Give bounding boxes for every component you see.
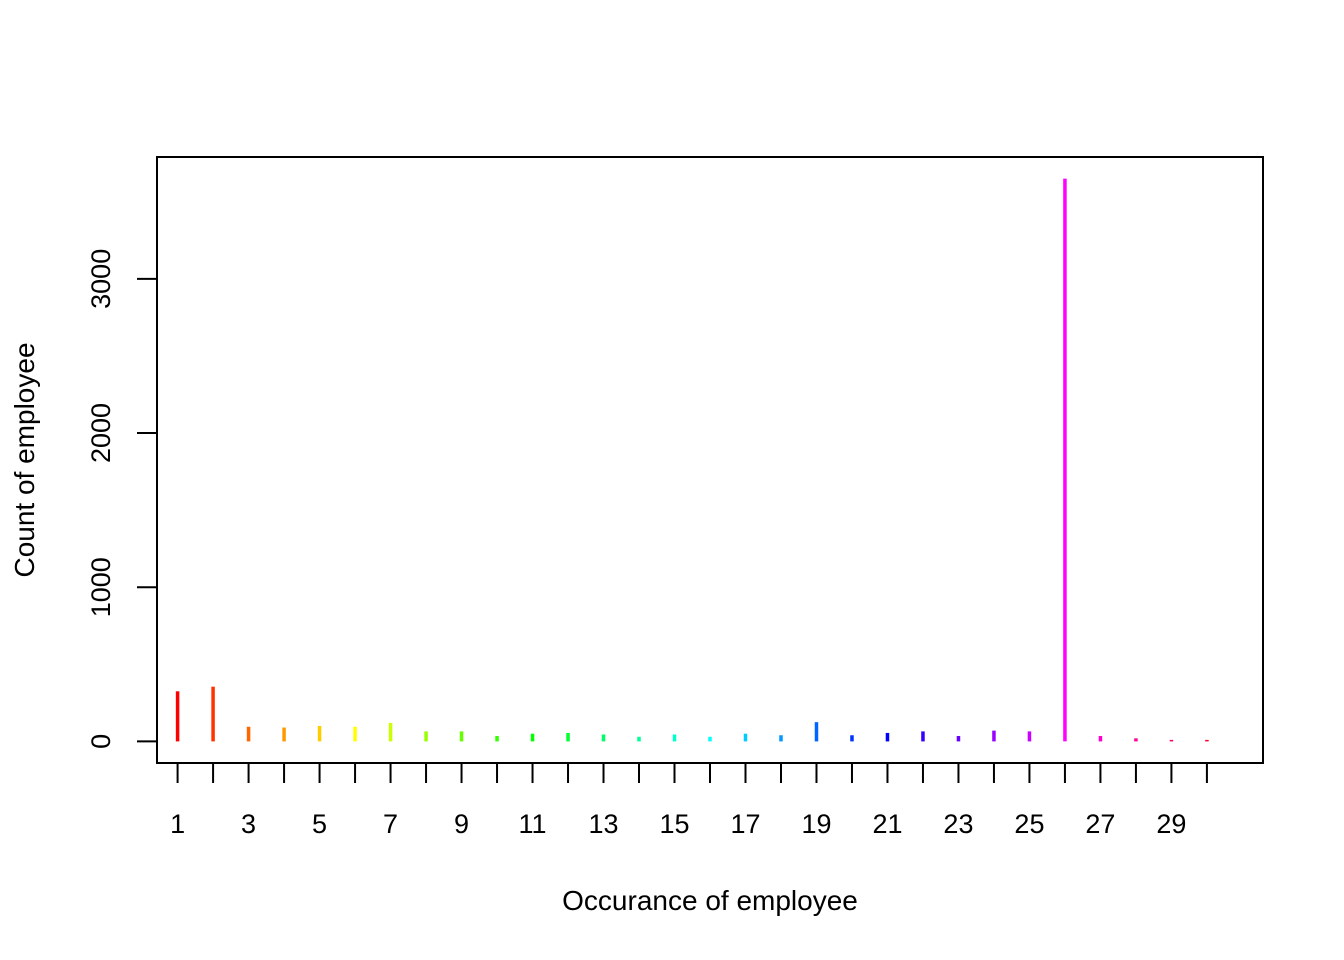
x-tick-label-13: 13 <box>588 809 618 839</box>
x-tick-label-11: 11 <box>519 809 547 839</box>
x-tick-label-17: 17 <box>730 809 760 839</box>
y-axis-title: Count of employee <box>9 342 40 577</box>
x-axis: 1 3 5 7 9 11 13 15 17 19 21 23 25 27 29 <box>170 763 1208 839</box>
x-tick-label-7: 7 <box>383 809 398 839</box>
x-tick-label-27: 27 <box>1085 809 1115 839</box>
x-tick-label-23: 23 <box>943 809 973 839</box>
x-tick-label-3: 3 <box>241 809 256 839</box>
bars <box>175 178 1209 742</box>
x-tick-label-21: 21 <box>872 809 902 839</box>
x-tick-label-29: 29 <box>1156 809 1186 839</box>
x-tick-label-19: 19 <box>801 809 831 839</box>
x-tick-label-15: 15 <box>659 809 689 839</box>
x-tick-label-9: 9 <box>454 809 469 839</box>
y-tick-label-3000: 3000 <box>86 249 116 309</box>
y-tick-label-2000: 2000 <box>86 403 116 463</box>
y-axis: 0 1000 2000 3000 <box>86 249 158 749</box>
y-tick-label-1000: 1000 <box>86 557 116 617</box>
y-tick-label-0: 0 <box>86 734 116 749</box>
plot-frame <box>156 156 1264 764</box>
x-tick-label-5: 5 <box>312 809 327 839</box>
x-axis-title: Occurance of employee <box>562 885 858 916</box>
x-tick-label-1: 1 <box>170 809 185 839</box>
x-tick-label-25: 25 <box>1014 809 1044 839</box>
